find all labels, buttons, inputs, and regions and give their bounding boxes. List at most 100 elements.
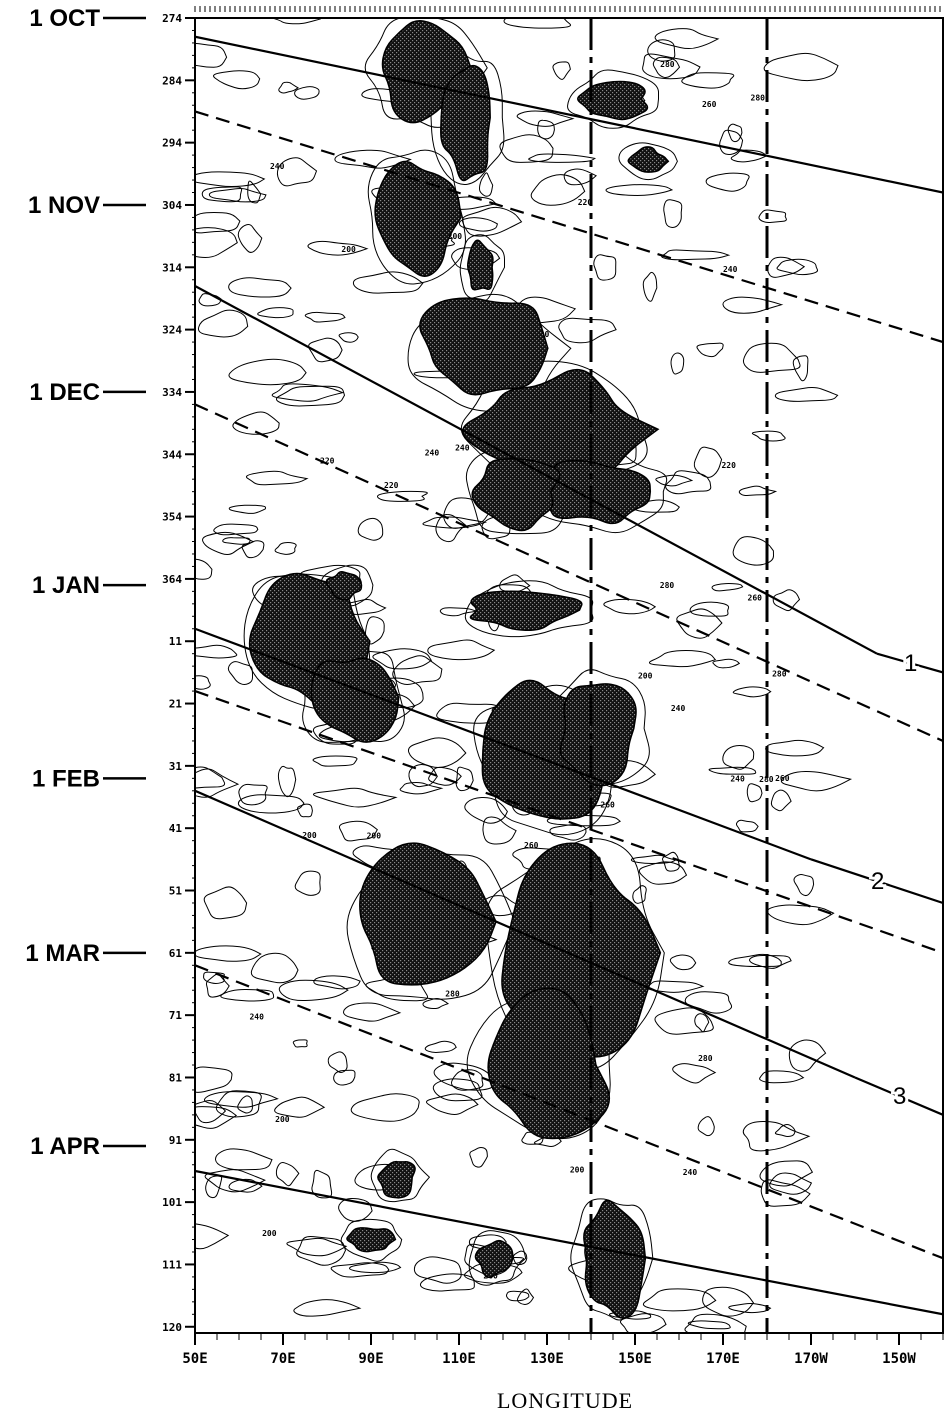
contour-around-feb-110E xyxy=(346,848,516,1000)
contour-loop xyxy=(537,119,555,140)
propagation-line xyxy=(195,35,943,194)
contour-loop xyxy=(292,1039,308,1048)
contour-loop xyxy=(338,332,359,343)
longitude-tick-label: 110E xyxy=(442,1351,476,1367)
contour-loop xyxy=(197,309,249,338)
contour-loop xyxy=(681,72,735,89)
contour-loop xyxy=(208,188,267,203)
propagation-line-label: 1 xyxy=(904,650,917,677)
contour-level-label: 220 xyxy=(721,461,736,470)
contour-loop xyxy=(478,172,494,197)
contour-loop xyxy=(450,1069,484,1091)
propagation-line-label: 2 xyxy=(871,868,884,895)
contour-loop xyxy=(247,180,262,204)
contour-level-label: 260 xyxy=(524,841,539,850)
contour-loop xyxy=(558,317,617,344)
contour-loop xyxy=(506,1290,530,1302)
propagation-line xyxy=(195,1169,943,1316)
contour-loop xyxy=(638,861,688,885)
contour-loop xyxy=(313,975,361,990)
contour-loop xyxy=(619,1313,667,1333)
contour-level-label: 200 xyxy=(341,245,356,254)
month-label: 1 APR xyxy=(30,1133,100,1160)
shaded-region-apr-150E xyxy=(583,1199,647,1319)
longitude-tick-label: 170E xyxy=(706,1351,740,1367)
contour-loop xyxy=(424,1040,457,1053)
shaded-region-apr-120E xyxy=(474,1239,514,1279)
shaded-region-nov-113E xyxy=(466,239,494,291)
propagation-line xyxy=(195,403,943,742)
propagation-line xyxy=(195,690,943,954)
contour-loop xyxy=(338,820,378,842)
contour-loop xyxy=(742,1120,811,1152)
contour-loop xyxy=(792,355,809,382)
contour-level-label: 280 xyxy=(660,581,675,590)
contour-loop xyxy=(605,184,674,196)
contour-loop xyxy=(661,249,731,261)
contour-around-feb-135E xyxy=(484,838,665,1070)
contour-loop xyxy=(372,648,432,670)
propagation-lines xyxy=(195,35,943,1316)
contour-loop xyxy=(546,814,621,827)
contour-loop xyxy=(708,766,757,775)
contour-loop xyxy=(696,342,724,358)
day-tick-label: 344 xyxy=(162,448,182,461)
contour-level-label: 240 xyxy=(270,162,285,171)
contour-loop xyxy=(642,271,658,302)
day-tick-label: 120 xyxy=(162,1321,182,1334)
contour-loop xyxy=(689,601,730,617)
day-tick-label: 364 xyxy=(162,573,182,586)
contour-around-apr-100E xyxy=(340,1218,403,1262)
contour-loop xyxy=(684,1313,747,1333)
day-tick-label: 324 xyxy=(162,324,182,337)
contour-loop xyxy=(276,157,318,187)
contour-loop xyxy=(250,952,299,984)
contour-loop xyxy=(195,768,240,798)
contour-level-label: 240 xyxy=(425,448,440,457)
contour-loop xyxy=(215,1090,262,1118)
contour-loop xyxy=(214,1148,273,1171)
month-label: 1 OCT xyxy=(29,5,100,32)
contour-around-oct-141E xyxy=(567,69,660,129)
day-tick-label: 41 xyxy=(169,822,183,835)
propagation-line-label: 3 xyxy=(893,1083,906,1110)
contour-loop xyxy=(776,258,819,276)
contour-loop xyxy=(702,1286,755,1317)
contour-level-label: 240 xyxy=(455,443,470,452)
reference-longitude-lines xyxy=(589,18,769,1333)
contour-loop xyxy=(304,311,346,323)
contour-loop xyxy=(228,1178,263,1193)
shaded-region-oct-141E xyxy=(577,80,649,121)
contour-loop xyxy=(652,56,681,79)
contour-level-label: 200 xyxy=(302,831,317,840)
contour-loop xyxy=(330,1262,390,1278)
day-tick-label: 334 xyxy=(162,386,182,399)
contour-loop xyxy=(308,337,343,363)
contour-loop xyxy=(419,1273,475,1292)
shaded-region-jan-85E xyxy=(310,657,400,743)
contour-level-label: 280 xyxy=(698,1054,713,1063)
contour-loop xyxy=(203,886,248,920)
contour-loop xyxy=(499,134,554,163)
shaded-region-nov-100E xyxy=(374,160,462,277)
contour-loop xyxy=(443,497,489,529)
propagation-line xyxy=(810,858,943,905)
contour-loop xyxy=(357,517,384,541)
contour-loop xyxy=(676,608,723,639)
contour-loop xyxy=(770,789,792,812)
contour-loop xyxy=(642,53,701,80)
contour-loop xyxy=(338,1197,373,1222)
contour-around-jan-125E xyxy=(464,580,594,638)
contour-loop xyxy=(662,851,680,872)
contour-loop xyxy=(516,1288,535,1305)
contour-loop xyxy=(780,770,853,792)
contour-loop xyxy=(311,1169,333,1199)
contour-loop xyxy=(712,658,741,669)
contour-loop xyxy=(422,997,450,1010)
contour-loop xyxy=(228,504,266,514)
longitude-tick-label: 150E xyxy=(618,1351,652,1367)
contour-loop xyxy=(399,781,444,795)
contour-loop xyxy=(759,1070,805,1084)
contour-loop xyxy=(461,206,523,237)
